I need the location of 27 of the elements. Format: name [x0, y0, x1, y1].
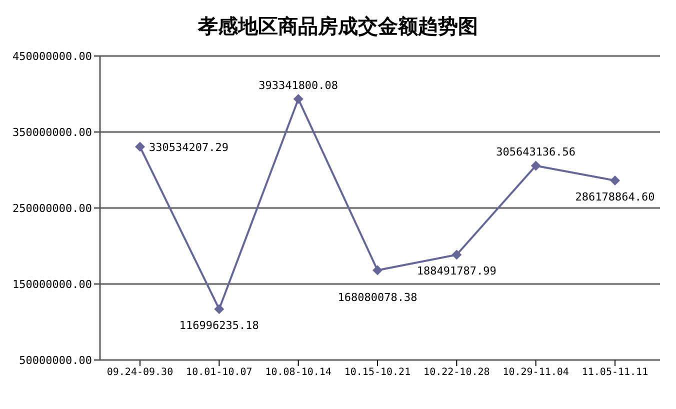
x-tick-label: 10.15-10.21	[344, 367, 411, 378]
point	[135, 142, 145, 152]
data-label: 188491787.99	[416, 264, 496, 278]
data-label: 393341800.08	[258, 79, 338, 92]
data-label: 168080078.38	[338, 291, 418, 304]
data-label: 116996235.18	[179, 319, 259, 332]
x-tick-label: 10.29-11.04	[502, 367, 569, 378]
point	[610, 176, 620, 186]
point	[293, 94, 304, 104]
x-tick-label: 10.22-10.28	[424, 367, 490, 378]
x-tick-label: 09.24-09.30	[106, 367, 174, 378]
data-label: 286178864.60	[575, 190, 655, 204]
y-tick-label: 150000000.00	[12, 278, 92, 291]
chart-title: 孝感地区商品房成交金额趋势图	[196, 13, 479, 40]
x-tick-label: 11.05-11.11	[582, 367, 648, 378]
x-tick-label: 10.08-10.14	[265, 367, 332, 378]
y-tick-label: 450000000.00	[12, 50, 92, 63]
point	[452, 250, 462, 260]
data-label: 330534207.29	[149, 140, 228, 154]
point	[214, 304, 224, 314]
y-tick-label: 250000000.00	[12, 202, 92, 215]
y-tick-label: 350000000.00	[12, 126, 92, 139]
data-label: 305643136.56	[496, 146, 576, 159]
y-tick-label: 50000000.00	[19, 354, 92, 367]
point	[372, 265, 382, 276]
point	[530, 160, 541, 171]
x-tick-label: 10.01-10.07	[186, 367, 252, 378]
